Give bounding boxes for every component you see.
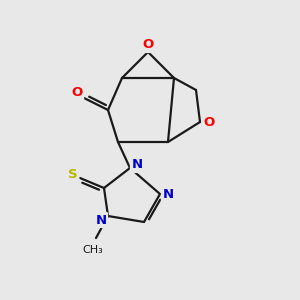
- Text: O: O: [142, 38, 154, 52]
- Text: N: N: [95, 214, 106, 226]
- Text: O: O: [71, 86, 82, 100]
- Text: N: N: [162, 188, 174, 200]
- Text: S: S: [68, 169, 78, 182]
- Text: O: O: [203, 116, 214, 128]
- Text: CH₃: CH₃: [82, 245, 103, 255]
- Text: N: N: [131, 158, 142, 172]
